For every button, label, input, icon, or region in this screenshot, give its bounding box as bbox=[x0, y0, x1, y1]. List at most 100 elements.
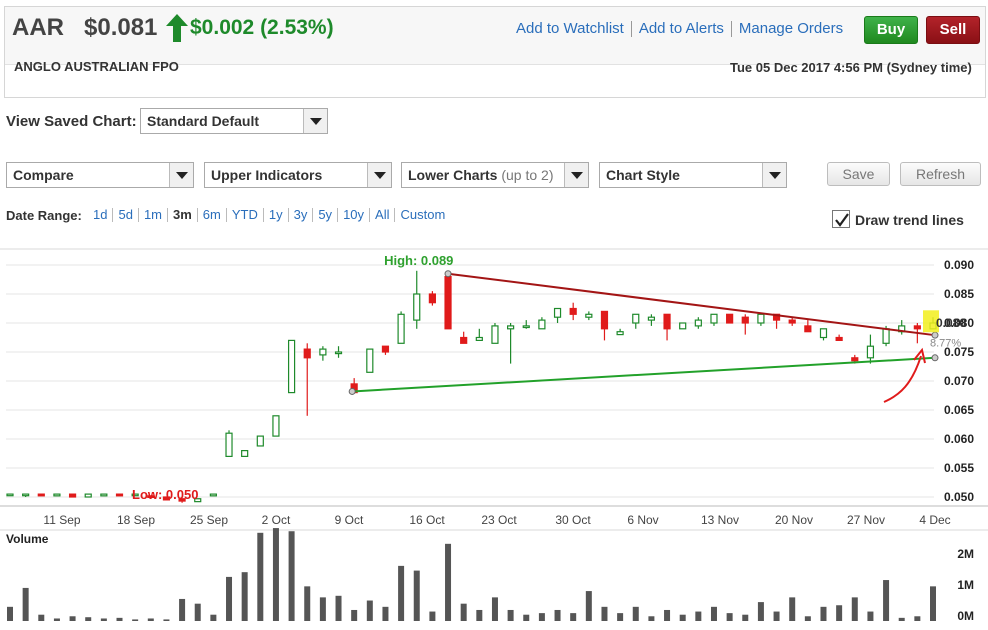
date-range-5d[interactable]: 5d bbox=[113, 208, 139, 222]
quote-datetime: Tue 05 Dec 2017 4:56 PM (Sydney time) bbox=[730, 60, 972, 75]
candle[interactable] bbox=[241, 450, 249, 458]
candle[interactable] bbox=[726, 313, 734, 324]
candle[interactable] bbox=[616, 328, 624, 336]
candle[interactable] bbox=[569, 302, 577, 321]
volume-bar bbox=[132, 619, 139, 621]
candle[interactable] bbox=[287, 339, 296, 394]
candle[interactable] bbox=[507, 323, 515, 364]
date-range-ytd[interactable]: YTD bbox=[227, 208, 264, 222]
candle[interactable] bbox=[209, 493, 217, 497]
date-range-1y[interactable]: 1y bbox=[264, 208, 289, 222]
candle[interactable] bbox=[585, 311, 593, 321]
candle[interactable] bbox=[147, 495, 155, 499]
candle[interactable] bbox=[898, 320, 906, 335]
candle[interactable] bbox=[115, 493, 124, 497]
candle[interactable] bbox=[413, 270, 421, 329]
candle[interactable] bbox=[381, 345, 390, 355]
candle[interactable] bbox=[663, 313, 671, 341]
candle[interactable] bbox=[178, 498, 186, 503]
lower-charts-select[interactable]: Lower Charts (up to 2) bbox=[401, 162, 589, 188]
date-range-3y[interactable]: 3y bbox=[289, 208, 314, 222]
candle[interactable] bbox=[522, 320, 530, 329]
price-chart[interactable]: 0.090 0.085 0.080 0.075 0.070 0.065 0.060 0.055… bbox=[0, 236, 988, 630]
candle[interactable] bbox=[600, 310, 609, 341]
candle[interactable] bbox=[632, 313, 640, 329]
x-tick-label: 9 Oct bbox=[335, 513, 364, 527]
volume-bar bbox=[820, 606, 827, 621]
candle[interactable] bbox=[804, 320, 812, 333]
candle[interactable] bbox=[694, 317, 702, 329]
date-range-label: Date Range: bbox=[6, 208, 82, 223]
date-range-3m[interactable]: 3m bbox=[168, 208, 198, 222]
candle[interactable] bbox=[788, 317, 796, 326]
resistance-trend-line[interactable] bbox=[447, 272, 936, 337]
saved-chart-select[interactable]: Standard Default bbox=[140, 108, 328, 134]
candle[interactable] bbox=[428, 291, 436, 306]
candle[interactable] bbox=[303, 343, 311, 416]
candle[interactable] bbox=[647, 314, 656, 326]
trend-handle[interactable] bbox=[444, 270, 452, 278]
candle[interactable] bbox=[68, 493, 77, 498]
candle[interactable] bbox=[131, 493, 139, 497]
candle[interactable] bbox=[679, 322, 687, 330]
candle[interactable] bbox=[835, 334, 843, 341]
candle-body bbox=[115, 493, 124, 497]
volume-bar bbox=[100, 618, 107, 621]
candle[interactable] bbox=[866, 334, 875, 364]
candle[interactable] bbox=[100, 493, 108, 497]
candle-body bbox=[679, 322, 687, 330]
candle[interactable] bbox=[741, 314, 749, 335]
candle[interactable] bbox=[53, 493, 61, 497]
buy-button[interactable]: Buy bbox=[864, 16, 918, 44]
volume-bar bbox=[930, 586, 936, 621]
candle[interactable] bbox=[256, 435, 264, 447]
manage-orders-link[interactable]: Manage Orders bbox=[738, 20, 844, 37]
x-tick-label: 20 Nov bbox=[775, 513, 813, 527]
date-range-6m[interactable]: 6m bbox=[198, 208, 227, 222]
candle[interactable] bbox=[710, 313, 718, 326]
support-trend-line[interactable] bbox=[352, 356, 936, 393]
candle[interactable] bbox=[319, 346, 327, 361]
candle[interactable] bbox=[538, 317, 546, 330]
candle[interactable] bbox=[475, 328, 483, 341]
candle[interactable] bbox=[553, 307, 562, 324]
draw-trend-lines-checkbox[interactable] bbox=[832, 210, 850, 228]
trend-handle[interactable] bbox=[348, 387, 356, 395]
compare-select[interactable]: Compare bbox=[6, 162, 194, 188]
date-range-all[interactable]: All bbox=[370, 208, 396, 222]
candle[interactable] bbox=[460, 331, 468, 344]
candle[interactable] bbox=[772, 313, 781, 329]
candle[interactable] bbox=[272, 415, 280, 437]
candle[interactable] bbox=[6, 493, 14, 497]
date-range-10y[interactable]: 10y bbox=[338, 208, 371, 222]
volume-bar bbox=[726, 613, 733, 621]
chevron-down-icon bbox=[367, 163, 391, 187]
candle[interactable] bbox=[37, 493, 45, 497]
candle[interactable] bbox=[194, 498, 202, 503]
candle[interactable] bbox=[366, 348, 374, 373]
date-range-custom[interactable]: Custom bbox=[400, 207, 446, 222]
candle[interactable] bbox=[225, 430, 233, 458]
candle[interactable] bbox=[757, 313, 765, 326]
save-button[interactable]: Save bbox=[827, 162, 890, 186]
candle[interactable] bbox=[397, 311, 405, 344]
candle[interactable] bbox=[162, 496, 171, 501]
candle-body bbox=[53, 493, 61, 497]
sell-button[interactable]: Sell bbox=[926, 16, 980, 44]
date-range-1d[interactable]: 1d bbox=[88, 208, 114, 222]
chart-style-select[interactable]: Chart Style bbox=[599, 162, 787, 188]
candle[interactable] bbox=[491, 323, 499, 344]
upper-indicators-select[interactable]: Upper Indicators bbox=[204, 162, 392, 188]
date-range-1m[interactable]: 1m bbox=[139, 208, 168, 222]
candle[interactable] bbox=[334, 346, 343, 358]
candle[interactable] bbox=[22, 493, 30, 497]
candle[interactable] bbox=[819, 328, 828, 341]
add-to-alerts-link[interactable]: Add to Alerts bbox=[632, 21, 732, 37]
trend-handle[interactable] bbox=[931, 354, 939, 362]
refresh-button[interactable]: Refresh bbox=[900, 162, 981, 186]
date-range-5y[interactable]: 5y bbox=[313, 208, 339, 222]
candle[interactable] bbox=[444, 273, 452, 330]
x-tick-label: 18 Sep bbox=[117, 513, 155, 527]
candle[interactable] bbox=[84, 493, 92, 498]
add-to-watchlist-link[interactable]: Add to Watchlist bbox=[516, 21, 632, 37]
